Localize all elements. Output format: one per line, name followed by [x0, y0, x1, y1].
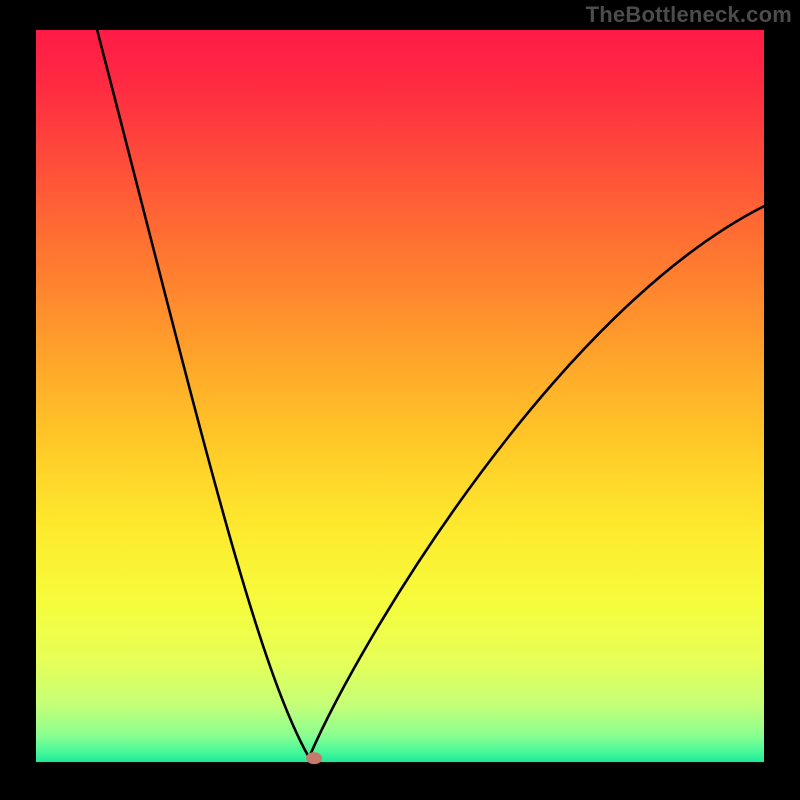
optimal-point-marker — [306, 752, 322, 764]
bottleneck-chart — [0, 0, 800, 800]
chart-container: TheBottleneck.com — [0, 0, 800, 800]
gradient-background — [36, 30, 764, 764]
watermark-text: TheBottleneck.com — [586, 2, 792, 28]
